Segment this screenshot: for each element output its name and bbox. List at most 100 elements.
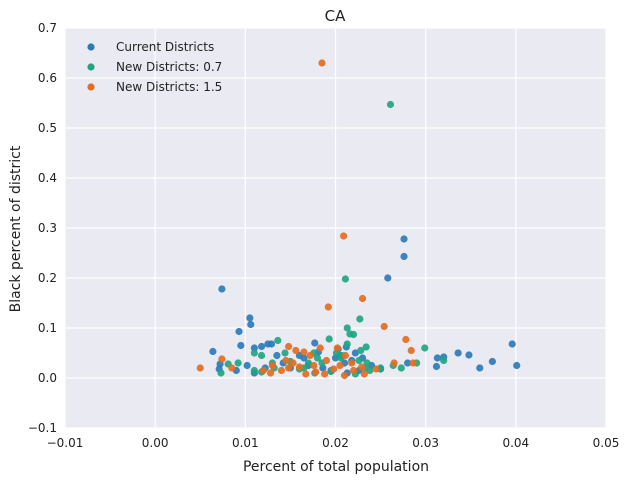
legend-marker bbox=[87, 43, 95, 51]
x-tick-label: 0.03 bbox=[412, 436, 439, 450]
x-axis-title: Percent of total population bbox=[243, 459, 429, 475]
data-point bbox=[268, 361, 276, 370]
data-point bbox=[390, 359, 398, 367]
data-point bbox=[432, 362, 441, 371]
data-point bbox=[218, 285, 226, 293]
data-point bbox=[250, 366, 258, 375]
data-point bbox=[247, 320, 255, 329]
data-point bbox=[440, 356, 448, 365]
data-point bbox=[267, 340, 276, 348]
data-point bbox=[343, 340, 351, 348]
data-point bbox=[281, 349, 289, 357]
data-point bbox=[300, 354, 308, 362]
data-point bbox=[348, 359, 356, 367]
y-tick-label: 0.1 bbox=[38, 321, 57, 335]
data-point bbox=[341, 275, 350, 283]
data-point bbox=[250, 344, 258, 352]
legend-item: New Districts: 0.7 bbox=[87, 60, 222, 74]
y-axis-title: Black percent of district bbox=[8, 145, 24, 312]
data-point bbox=[313, 354, 322, 362]
data-point bbox=[285, 364, 293, 372]
data-points bbox=[196, 59, 521, 380]
data-point bbox=[304, 359, 313, 367]
data-point bbox=[513, 361, 521, 370]
data-point bbox=[358, 294, 367, 303]
data-point bbox=[508, 340, 516, 348]
x-tick-label: 0.00 bbox=[142, 436, 169, 450]
legend-item: New Districts: 1.5 bbox=[87, 80, 222, 94]
x-axis-ticks: −0.01 0.00 0.01 0.02 0.03 0.04 0.05 bbox=[47, 436, 620, 450]
series-3 bbox=[196, 59, 417, 380]
data-point bbox=[333, 344, 341, 352]
data-point bbox=[321, 370, 329, 378]
data-point bbox=[282, 356, 290, 365]
data-point bbox=[454, 349, 462, 357]
data-point bbox=[358, 363, 366, 371]
x-tick-label: 0.05 bbox=[593, 436, 620, 450]
data-point bbox=[330, 365, 338, 373]
data-point bbox=[217, 369, 225, 377]
data-point bbox=[277, 366, 285, 375]
data-point bbox=[246, 314, 254, 322]
y-tick-label: 0.0 bbox=[38, 371, 57, 385]
data-point bbox=[318, 59, 326, 67]
data-point bbox=[306, 351, 314, 360]
chart-title: CA bbox=[325, 7, 346, 25]
data-point bbox=[325, 335, 333, 343]
legend-label: New Districts: 0.7 bbox=[116, 60, 222, 74]
data-point bbox=[273, 351, 281, 360]
data-point bbox=[349, 366, 358, 375]
data-point bbox=[312, 368, 320, 376]
data-point bbox=[266, 369, 275, 377]
data-point bbox=[356, 315, 364, 323]
data-point bbox=[234, 359, 242, 367]
data-point bbox=[488, 357, 496, 366]
x-tick-label: 0.01 bbox=[232, 436, 259, 450]
data-point bbox=[362, 343, 370, 351]
data-point bbox=[407, 346, 415, 355]
data-point bbox=[324, 303, 332, 311]
data-point bbox=[343, 324, 351, 332]
data-point bbox=[341, 351, 350, 360]
data-point bbox=[351, 349, 359, 357]
legend-label: Current Districts bbox=[116, 40, 214, 54]
data-point bbox=[404, 359, 412, 367]
data-point bbox=[380, 322, 388, 331]
data-point bbox=[243, 361, 251, 370]
data-point bbox=[363, 359, 371, 367]
data-point bbox=[386, 100, 395, 109]
data-point bbox=[235, 327, 243, 336]
data-point bbox=[349, 330, 358, 339]
data-point bbox=[421, 344, 429, 352]
data-point bbox=[357, 346, 365, 355]
data-point bbox=[476, 364, 484, 372]
y-tick-label: 0.4 bbox=[38, 171, 57, 185]
data-point bbox=[465, 351, 473, 359]
data-point bbox=[257, 351, 266, 360]
data-point bbox=[196, 364, 204, 372]
data-point bbox=[250, 349, 258, 357]
y-tick-label: 0.5 bbox=[38, 121, 57, 135]
data-point bbox=[433, 354, 441, 362]
data-point bbox=[274, 336, 282, 345]
y-tick-label: 0.7 bbox=[38, 21, 57, 35]
legend-marker bbox=[87, 83, 95, 91]
data-point bbox=[397, 364, 405, 372]
data-point bbox=[340, 371, 349, 380]
x-tick-label: 0.04 bbox=[502, 436, 529, 450]
data-point bbox=[209, 347, 217, 356]
data-point bbox=[228, 364, 236, 372]
data-point bbox=[355, 356, 363, 365]
legend-marker bbox=[87, 63, 95, 71]
data-point bbox=[400, 252, 408, 261]
data-point bbox=[360, 370, 368, 378]
grid-lines bbox=[64, 27, 607, 429]
data-point bbox=[259, 366, 267, 375]
data-point bbox=[402, 335, 410, 344]
data-point bbox=[292, 346, 300, 355]
data-point bbox=[322, 356, 331, 365]
data-point bbox=[257, 342, 266, 351]
data-point bbox=[340, 232, 348, 240]
